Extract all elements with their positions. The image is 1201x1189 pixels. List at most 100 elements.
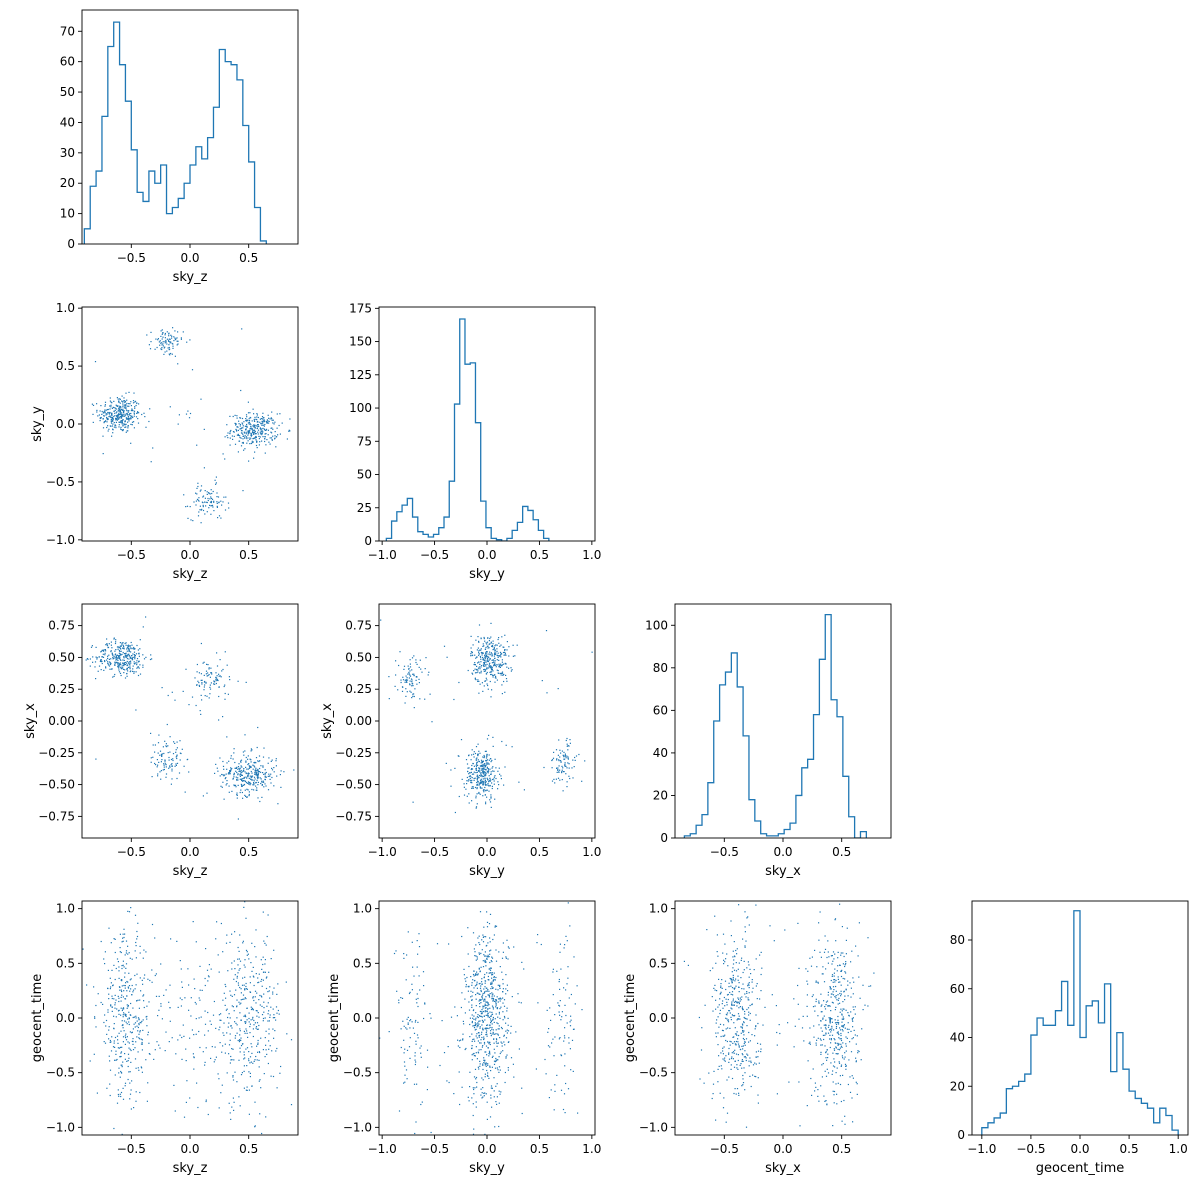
scatter-point	[487, 762, 489, 764]
scatter-point	[454, 811, 456, 814]
scatter-point	[505, 744, 507, 746]
scatter-point	[483, 926, 485, 928]
scatter-point	[137, 666, 139, 668]
scatter-point	[256, 447, 258, 449]
scatter-point	[483, 1038, 485, 1041]
scatter-point	[226, 783, 228, 785]
scatter-point	[480, 1039, 482, 1041]
scatter-point	[262, 1020, 264, 1022]
scatter-point	[107, 425, 109, 427]
scatter-point	[117, 1010, 120, 1012]
scatter-point	[200, 489, 202, 491]
scatter-point	[736, 1002, 738, 1004]
scatter-point	[162, 336, 164, 338]
scatter-point	[205, 505, 207, 507]
scatter-point	[263, 993, 265, 995]
scatter-point	[238, 423, 240, 425]
scatter-point	[419, 989, 421, 991]
scatter-point	[501, 971, 503, 973]
scatter-point	[493, 1077, 495, 1079]
scatter-point	[227, 773, 229, 775]
scatter-point	[178, 414, 180, 416]
scatter-point	[505, 974, 507, 976]
scatter-point	[148, 1053, 150, 1055]
scatter-point	[481, 949, 483, 951]
scatter-point	[490, 949, 492, 951]
scatter-point	[109, 1060, 111, 1062]
scatter-point	[209, 684, 211, 686]
scatter-point	[553, 1055, 555, 1057]
y-tick-label: −0.25	[38, 746, 75, 760]
y-tick-label: 0.5	[353, 956, 372, 970]
scatter-point	[110, 1005, 112, 1007]
y-tick-label: 100	[349, 401, 372, 415]
scatter-point	[121, 1024, 123, 1027]
scatter-point	[255, 1055, 257, 1058]
scatter-point	[132, 402, 135, 404]
scatter-point	[486, 667, 488, 669]
scatter-point	[513, 946, 515, 948]
scatter-point	[176, 755, 178, 757]
scatter-point	[485, 945, 487, 947]
scatter-point	[476, 781, 478, 784]
scatter-point	[239, 1105, 241, 1107]
scatter-point	[200, 642, 202, 645]
scatter-point	[413, 707, 415, 709]
scatter-point	[482, 643, 484, 645]
scatter-point	[557, 769, 559, 771]
scatter-point	[483, 782, 485, 784]
scatter-point	[714, 984, 716, 986]
scatter-point	[501, 636, 503, 638]
scatter-point	[756, 998, 758, 1000]
scatter-point	[557, 769, 559, 771]
scatter-point	[138, 652, 140, 654]
scatter-point	[111, 1006, 113, 1008]
scatter-point	[760, 1048, 762, 1050]
scatter-point	[473, 1009, 475, 1011]
scatter-point	[137, 1067, 139, 1069]
scatter-point	[139, 1031, 141, 1033]
scatter-point	[488, 656, 490, 658]
scatter-point	[243, 769, 245, 771]
scatter-point	[119, 409, 122, 411]
scatter-point	[726, 1012, 729, 1014]
scatter-point	[253, 429, 256, 431]
scatter-point	[110, 986, 112, 988]
scatter-point	[493, 1090, 495, 1092]
scatter-point	[288, 430, 290, 432]
scatter-point	[240, 1037, 242, 1039]
scatter-point	[480, 781, 482, 783]
scatter-point	[115, 1016, 117, 1018]
scatter-point	[136, 658, 139, 660]
scatter-point	[213, 683, 215, 685]
scatter-point	[418, 933, 420, 935]
scatter-point	[484, 670, 487, 672]
scatter-point	[747, 916, 749, 918]
scatter-point	[262, 979, 264, 981]
plot-area	[379, 902, 583, 1135]
scatter-point	[721, 1068, 723, 1070]
scatter-point	[213, 510, 215, 512]
scatter-point	[127, 664, 129, 666]
scatter-point	[143, 1006, 145, 1009]
scatter-point	[482, 764, 484, 766]
y-axis-label: geocent_time	[327, 974, 342, 1063]
scatter-point	[498, 659, 500, 661]
scatter-point	[245, 431, 247, 433]
scatter-point	[751, 1003, 753, 1005]
scatter-point	[113, 422, 115, 424]
scatter-point	[484, 640, 486, 642]
scatter-point	[733, 959, 735, 961]
scatter-point	[240, 992, 242, 994]
scatter-point	[498, 1071, 500, 1073]
scatter-point	[122, 667, 124, 669]
scatter-point	[254, 433, 256, 435]
scatter-point	[130, 412, 132, 415]
scatter-point	[475, 795, 477, 797]
scatter-point	[106, 426, 108, 429]
scatter-point	[150, 461, 152, 463]
scatter-point	[175, 338, 177, 340]
scatter-point	[136, 935, 139, 938]
scatter-point	[700, 1049, 703, 1051]
scatter-point	[415, 998, 417, 1000]
